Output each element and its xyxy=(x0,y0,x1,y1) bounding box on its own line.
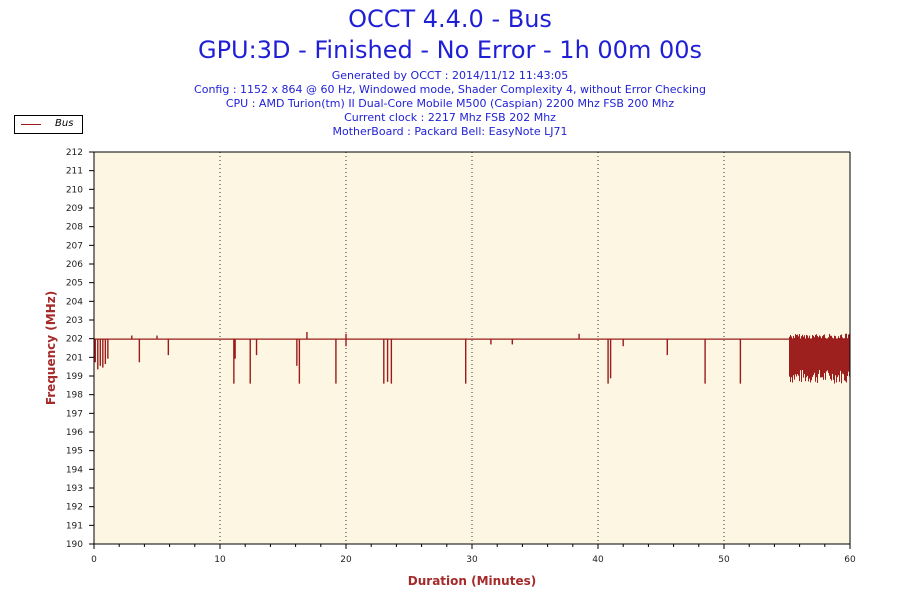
chart-subtitle: GPU:3D - Finished - No Error - 1h 00m 00… xyxy=(197,36,702,64)
y-tick-label: 205 xyxy=(66,279,83,289)
y-tick-label: 204 xyxy=(66,297,83,307)
x-tick-label: 20 xyxy=(340,555,352,565)
grid-lines xyxy=(219,152,725,544)
x-tick-label: 60 xyxy=(844,555,856,565)
chart-title: OCCT 4.4.0 - Bus xyxy=(348,5,552,33)
y-tick-label: 194 xyxy=(66,465,83,475)
clock-info: Current clock : 2217 Mhz FSB 202 Mhz xyxy=(344,111,556,124)
y-tick-label: 212 xyxy=(66,148,83,158)
y-tick-label: 191 xyxy=(66,521,83,531)
motherboard-info: MotherBoard : Packard Bell: EasyNote LJ7… xyxy=(332,125,568,138)
y-tick-label: 198 xyxy=(66,391,83,401)
y-tick-label: 190 xyxy=(66,540,83,550)
y-axis: 190 191 192 193 194 195 196 197 198 199 201 202 203 2… xyxy=(66,148,94,550)
y-tick-label: 208 xyxy=(66,223,83,233)
y-tick-label: 201 xyxy=(66,353,83,363)
series-bus xyxy=(94,331,851,384)
x-axis-title: Duration (Minutes) xyxy=(408,574,536,588)
y-tick-label: 209 xyxy=(66,204,83,214)
x-tick-label: 0 xyxy=(91,555,97,565)
x-tick-label: 50 xyxy=(718,555,730,565)
y-tick-label: 210 xyxy=(66,185,83,195)
x-tick-label: 40 xyxy=(592,555,604,565)
y-tick-label: 211 xyxy=(66,167,83,177)
generated-info: Generated by OCCT : 2014/11/12 11:43:05 xyxy=(331,69,569,82)
cpu-info: CPU : AMD Turion(tm) II Dual-Core Mobile… xyxy=(225,97,675,110)
x-tick-label: 10 xyxy=(214,555,226,565)
y-tick-label: 199 xyxy=(66,372,83,382)
y-tick-label: 207 xyxy=(66,241,83,251)
y-tick-label: 206 xyxy=(66,260,83,270)
x-axis: 0 10 20 30 40 50 60 xyxy=(91,544,856,565)
y-tick-label: 193 xyxy=(66,484,83,494)
legend-swatch xyxy=(21,124,41,125)
y-tick-label: 202 xyxy=(66,335,83,345)
x-tick-label: 30 xyxy=(466,555,478,565)
y-tick-label: 197 xyxy=(66,409,83,419)
config-info: Config : 1152 x 864 @ 60 Hz, Windowed mo… xyxy=(194,83,706,96)
y-tick-label: 195 xyxy=(66,447,83,457)
legend-label-bus: Bus xyxy=(55,118,74,129)
y-tick-label: 192 xyxy=(66,503,83,513)
y-tick-label: 196 xyxy=(66,428,83,438)
y-tick-label: 203 xyxy=(66,316,83,326)
legend: Bus xyxy=(14,115,83,134)
y-axis-title: Frequency (MHz) xyxy=(44,291,58,405)
